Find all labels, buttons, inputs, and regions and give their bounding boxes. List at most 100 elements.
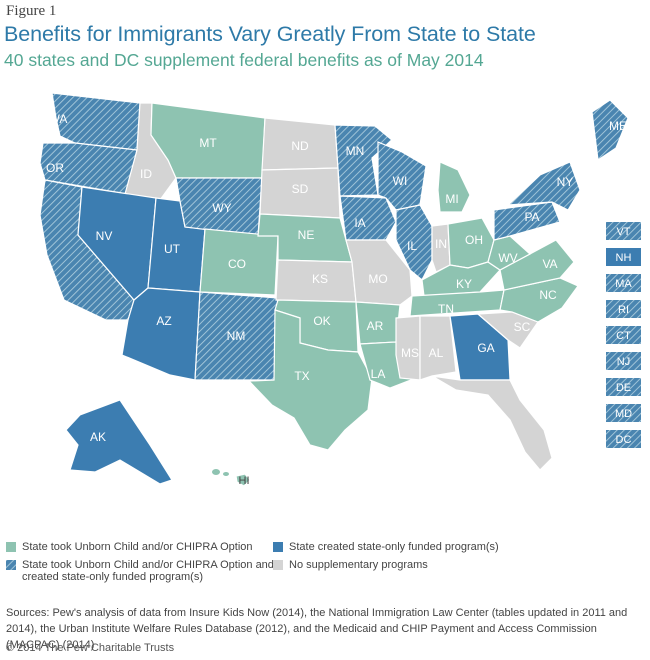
state-label-mo: MO [368,272,387,286]
state-label-la: LA [371,367,386,381]
small-state-box-nh [606,248,641,266]
state-label-mi: MI [445,192,458,206]
state-label-ar: AR [367,319,384,333]
small-state-box-nj [606,352,641,370]
state-sc [476,311,539,349]
state-labels: WA OR CA ID NV UT AZ MT WY CO NM ND SD NE KS OK TX MN IA MO… [38,112,627,487]
state-label-ut: UT [164,242,181,256]
legend-swatch-hatch [6,560,16,570]
state-label-tn: TN [438,302,454,316]
state-label-wi: WI [393,174,408,188]
state-label-tx: TX [294,369,309,383]
state-label-oh: OH [465,233,483,247]
state-az [121,287,201,381]
state-label-pa: PA [524,210,539,224]
state-mo [345,239,413,306]
state-mi [437,161,471,213]
legend-swatch-green [6,542,16,552]
state-pa [493,201,561,241]
state-label-va: VA [542,257,557,271]
legend-label-blue: State created state-only funded program(… [289,541,499,553]
state-ny [506,161,581,211]
us-map: WA OR CA ID NV UT AZ MT WY CO NM ND SD NE KS OK TX MN IA MO… [38,92,641,487]
small-state-label-ma: MA [615,278,632,290]
state-label-il: IL [407,239,417,253]
small-state-box-ma [606,274,641,292]
state-label-in: IN [435,237,447,251]
small-state-label-nj: NJ [617,356,630,368]
state-label-ak: AK [90,430,106,444]
states-layer [39,92,629,487]
small-state-label-md: MD [615,408,632,420]
small-states-key: VT NH MA RI CT NJ DE MD DC [606,222,641,448]
legend-item-gray: No supplementary programs [273,559,428,571]
state-label-wv: WV [498,251,517,265]
state-label-co: CO [228,257,246,271]
small-state-box-dc [606,430,641,448]
state-fl [431,375,553,471]
state-label-ne: NE [298,228,315,242]
hawaii-island [212,469,220,475]
small-state-label-vt: VT [616,226,630,238]
state-ak [65,399,173,485]
small-state-box-ri [606,300,641,318]
legend-label-hatch: State took Unborn Child and/or CHIPRA Op… [22,559,274,583]
state-label-ms: MS [401,346,419,360]
state-label-al: AL [429,346,444,360]
state-label-wa: WA [49,112,68,126]
state-label-fl: FL [528,401,542,415]
sources-note: Sources: Pew's analysis of data from Ins… [6,607,628,651]
state-label-ky: KY [456,277,472,291]
copyright: © 2014 The Pew Charitable Trusts [6,642,175,654]
state-label-wy: WY [212,201,231,215]
state-ms [395,315,421,381]
state-label-ks: KS [312,272,328,286]
small-state-box-de [606,378,641,396]
state-co [199,228,279,296]
state-label-id: ID [140,167,152,181]
legend-item-hatch: State took Unborn Child and/or CHIPRA Op… [6,559,276,583]
legend-item-blue: State created state-only funded program(… [273,541,499,553]
legend-label-gray: No supplementary programs [289,559,428,571]
state-label-me: ME [609,119,627,133]
small-state-box-md [606,404,641,422]
state-label-nv: NV [96,229,113,243]
small-state-label-ri: RI [618,304,629,316]
state-label-sd: SD [292,182,309,196]
state-tx [227,309,373,451]
state-label-nd: ND [291,139,309,153]
figure-title: Benefits for Immigrants Vary Greatly Fro… [4,22,536,46]
legend-label-green: State took Unborn Child and/or CHIPRA Op… [22,541,253,553]
state-nm [194,291,279,381]
small-state-box-ct [606,326,641,344]
state-ga [449,313,511,381]
small-state-label-de: DE [616,382,631,394]
state-il [395,204,433,281]
state-label-mt: MT [199,136,217,150]
state-label-hi: HI [239,475,250,487]
state-label-nm: NM [227,329,246,343]
figure-subtitle: 40 states and DC supplement federal bene… [4,50,484,70]
state-label-az: AZ [156,314,171,328]
small-state-label-dc: DC [616,434,632,446]
state-label-mn: MN [346,144,365,158]
state-hi [235,473,251,487]
state-label-or: OR [46,161,64,175]
small-state-label-nh: NH [616,252,632,264]
state-label-ga: GA [477,341,494,355]
legend-item-green: State took Unborn Child and/or CHIPRA Op… [6,541,253,553]
legend-swatch-blue [273,542,283,552]
state-label-sc: SC [514,320,531,334]
hawaii-island [223,472,229,476]
legend-swatch-gray [273,560,283,570]
state-label-ca: CA [38,269,55,283]
small-state-label-ct: CT [616,330,631,342]
state-al [419,315,457,381]
state-label-ok: OK [313,314,330,328]
small-state-box-vt [606,222,641,240]
state-label-ia: IA [354,216,365,230]
state-label-ny: NY [557,175,574,189]
figure-label: Figure 1 [6,3,57,19]
state-me [591,99,629,162]
state-label-nc: NC [539,288,557,302]
